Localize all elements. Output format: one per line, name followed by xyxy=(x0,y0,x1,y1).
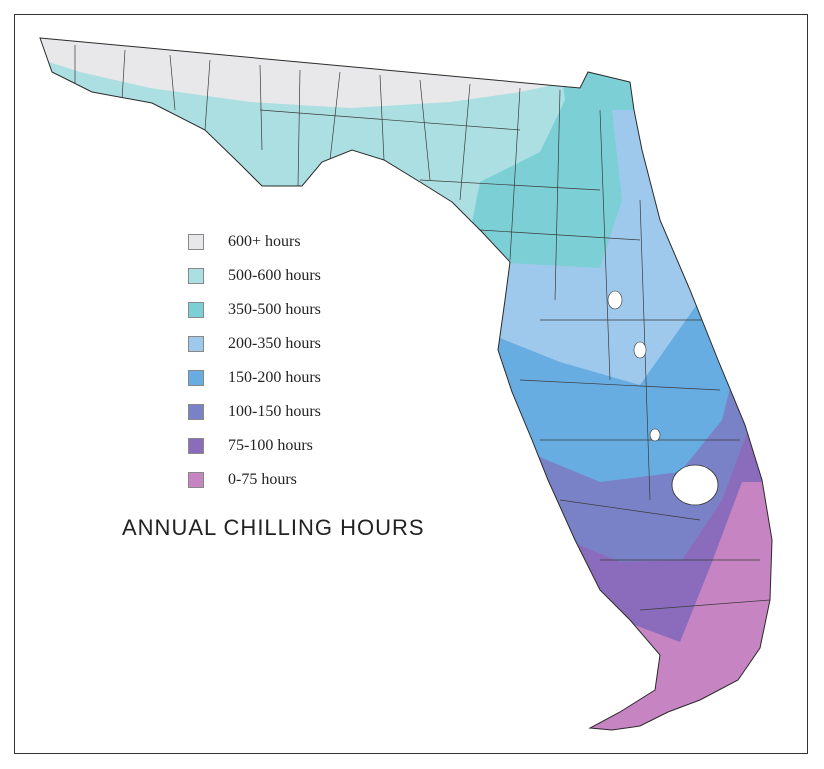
legend-item: 100-150 hours xyxy=(188,395,321,429)
legend-label: 100-150 hours xyxy=(228,403,321,420)
lake xyxy=(649,428,661,442)
legend-item: 600+ hours xyxy=(188,225,321,259)
legend: 600+ hours 500-600 hours 350-500 hours 2… xyxy=(188,225,321,497)
legend-swatch xyxy=(188,404,204,420)
legend-swatch xyxy=(188,438,204,454)
legend-swatch xyxy=(188,472,204,488)
legend-label: 350-500 hours xyxy=(228,301,321,318)
legend-item: 350-500 hours xyxy=(188,293,321,327)
legend-swatch xyxy=(188,370,204,386)
legend-swatch xyxy=(188,268,204,284)
legend-label: 0-75 hours xyxy=(228,471,297,488)
legend-label: 150-200 hours xyxy=(228,369,321,386)
legend-label: 600+ hours xyxy=(228,233,301,250)
map-title: ANNUAL CHILLING HOURS xyxy=(122,515,425,540)
legend-label: 200-350 hours xyxy=(228,335,321,352)
county-lines xyxy=(74,45,771,611)
legend-item: 75-100 hours xyxy=(188,429,321,463)
lake xyxy=(633,341,647,359)
legend-label: 75-100 hours xyxy=(228,437,313,454)
legend-swatch xyxy=(188,234,204,250)
legend-label: 500-600 hours xyxy=(228,267,321,284)
legend-item: 0-75 hours xyxy=(188,463,321,497)
legend-swatch xyxy=(188,302,204,318)
legend-swatch xyxy=(188,336,204,352)
lake-okeechobee xyxy=(671,464,719,506)
lake xyxy=(607,290,623,310)
legend-item: 500-600 hours xyxy=(188,259,321,293)
legend-item: 150-200 hours xyxy=(188,361,321,395)
map-frame xyxy=(14,14,808,754)
legend-item: 200-350 hours xyxy=(188,327,321,361)
